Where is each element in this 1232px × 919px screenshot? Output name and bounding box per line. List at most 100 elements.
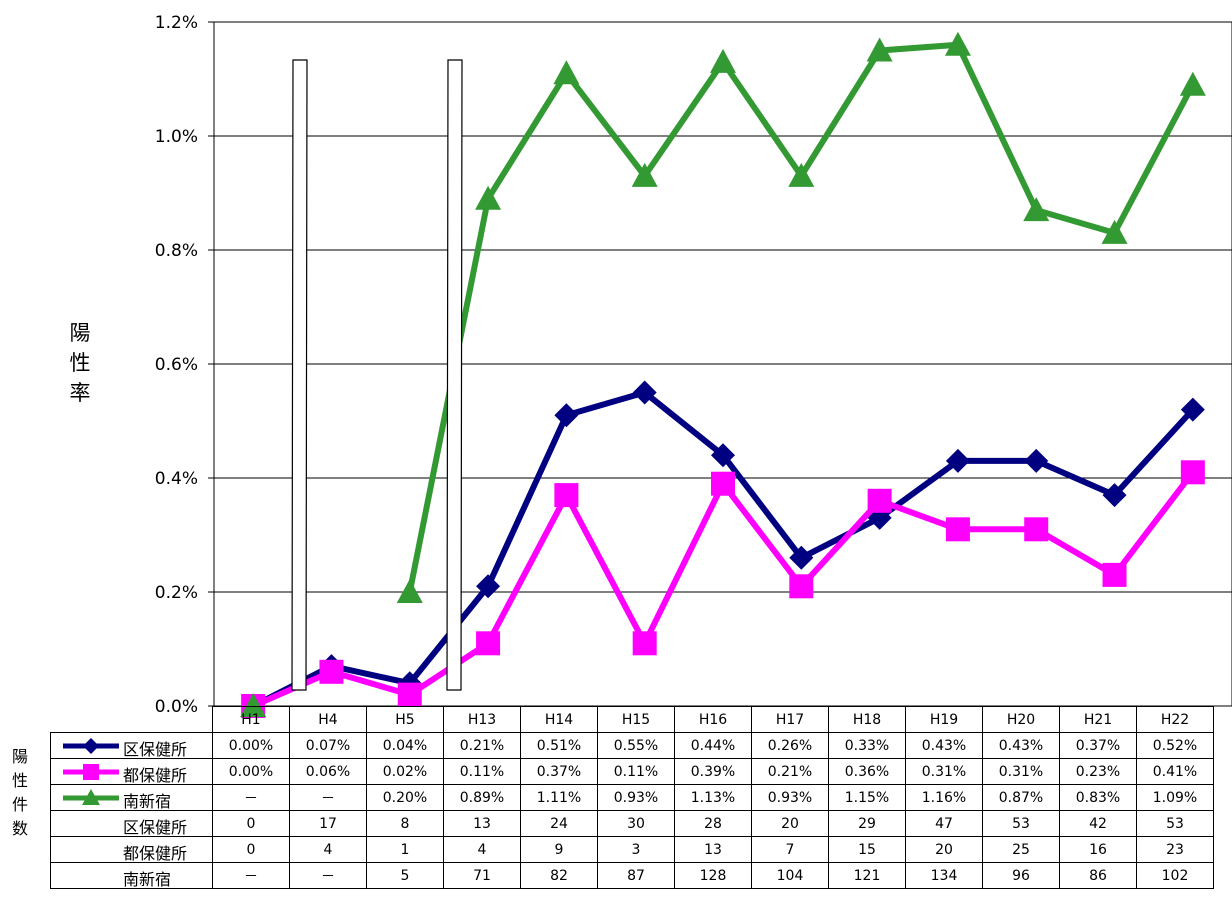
data-point	[1101, 219, 1128, 244]
data-point	[632, 631, 657, 656]
y-tick-label: 1.0%	[155, 127, 198, 147]
table-cell: 25	[982, 836, 1060, 863]
table-row: 都保健所 0.00% 0.06% 0.02% 0.11% 0.37% 0.11% 0.39% 0…	[50, 758, 1214, 785]
data-table: H1 H4 H5 H13 H14 H15 H16 H17 H18 H19 H20 H21 H22 区保健…	[50, 706, 1214, 889]
table-cell: 96	[982, 862, 1060, 889]
table-cell: 7	[751, 836, 829, 863]
data-point	[1102, 562, 1127, 587]
table-row: 南新宿－－ 0.20% 0.89% 1.11% 0.93% 1.13% 0.93% 1.15%…	[50, 784, 1214, 811]
table-cell: 13	[443, 810, 521, 837]
table-cell: 0	[212, 836, 290, 863]
data-point	[476, 631, 501, 656]
category-label: H20	[982, 706, 1060, 733]
category-label: H4	[289, 706, 367, 733]
data-point	[1179, 71, 1206, 96]
data-point	[554, 483, 579, 508]
data-point	[788, 162, 815, 187]
table-cell: 0.41%	[1136, 758, 1214, 785]
category-label: H15	[597, 706, 675, 733]
axis-break	[291, 59, 308, 691]
category-label: H18	[828, 706, 906, 733]
table-cell: 0.55%	[597, 732, 675, 759]
table-cell: 0.04%	[366, 732, 444, 759]
table-cell: 104	[751, 862, 829, 889]
table-cell: 0.31%	[905, 758, 983, 785]
table-cell: 0.93%	[751, 784, 829, 811]
series-line	[251, 470, 1196, 709]
table-cell: 71	[443, 862, 521, 889]
category-label: H5	[366, 706, 444, 733]
y-tick-label: 0.2%	[155, 583, 198, 603]
data-point	[554, 403, 579, 428]
data-point	[475, 185, 502, 210]
data-point	[711, 443, 735, 468]
table-cell: 30	[597, 810, 675, 837]
table-cell: 86	[1059, 862, 1137, 889]
table-cell: 0.37%	[1059, 732, 1137, 759]
table-row: 区保健所 0 17 8 13 24 30 28 20 29 47 53 42 53	[50, 810, 1214, 837]
table-cell: 0.37%	[520, 758, 598, 785]
y-axis-label: 陽性率	[69, 321, 91, 405]
table-cell: 17	[289, 810, 367, 837]
table-cell: 0.36%	[828, 758, 906, 785]
data-point	[1023, 197, 1050, 222]
table-cell: 0.43%	[982, 732, 1060, 759]
table-cell: 4	[289, 836, 367, 863]
series-line	[406, 41, 1196, 593]
data-point	[396, 579, 423, 603]
table-cell: 0.52%	[1136, 732, 1214, 759]
table-cell: 0.06%	[289, 758, 367, 785]
table-cell: 1.16%	[905, 784, 983, 811]
data-point	[867, 505, 892, 530]
category-label: H21	[1059, 706, 1137, 733]
count-label: 陽性件数	[11, 747, 28, 838]
table-cell: 134	[905, 862, 983, 889]
y-tick-label: 0.6%	[155, 355, 198, 375]
data-point	[631, 162, 658, 187]
row-label: 区保健所	[123, 740, 188, 759]
table-cell: 1.13%	[674, 784, 752, 811]
table-cell: －	[212, 862, 290, 889]
data-point	[789, 545, 814, 570]
axis-break	[446, 59, 463, 691]
y-tick-label: 1.2%	[155, 13, 198, 33]
table-cell: 121	[828, 862, 906, 889]
table-cell: 0.00%	[212, 732, 290, 759]
table-cell: 0.93%	[597, 784, 675, 811]
table-row: 都保健所 0 4 1 4 9 3 13 7 15 20 25 16 23	[50, 836, 1214, 863]
category-label: H16	[674, 706, 752, 733]
data-point	[553, 60, 580, 85]
table-cell: 82	[520, 862, 598, 889]
table-cell: 102	[1136, 862, 1214, 889]
table-cell: 1.11%	[520, 784, 598, 811]
table-cell: 0.02%	[366, 758, 444, 785]
row-label-cell: 南新宿	[50, 862, 213, 889]
table-cell: 4	[443, 836, 521, 863]
data-point	[397, 682, 422, 707]
category-label: H22	[1136, 706, 1214, 733]
row-label: 区保健所	[123, 818, 188, 837]
data-point	[867, 488, 892, 513]
row-label: 都保健所	[123, 766, 188, 785]
table-corner	[50, 706, 213, 733]
category-label: H17	[751, 706, 829, 733]
table-cell: 0.31%	[982, 758, 1060, 785]
table-cell: 20	[751, 810, 829, 837]
legend-diamond-icon	[63, 738, 119, 754]
table-cell: 0.00%	[212, 758, 290, 785]
table-header-row: H1 H4 H5 H13 H14 H15 H16 H17 H18 H19 H20 H21 H22	[50, 706, 1214, 733]
data-point	[789, 574, 814, 599]
table-cell: 24	[520, 810, 598, 837]
table-cell: 0	[212, 810, 290, 837]
table-cell: 53	[982, 810, 1060, 837]
table-cell: 28	[674, 810, 752, 837]
table-cell: 0.21%	[443, 732, 521, 759]
data-point	[1102, 483, 1127, 508]
data-point	[711, 471, 735, 496]
table-cell: 5	[366, 862, 444, 889]
table-row: 区保健所 0.00% 0.07% 0.04% 0.21% 0.51% 0.55% 0.44% 0…	[50, 732, 1214, 759]
table-cell: －	[289, 784, 367, 811]
table-cell: 0.07%	[289, 732, 367, 759]
table-cell: －	[212, 784, 290, 811]
